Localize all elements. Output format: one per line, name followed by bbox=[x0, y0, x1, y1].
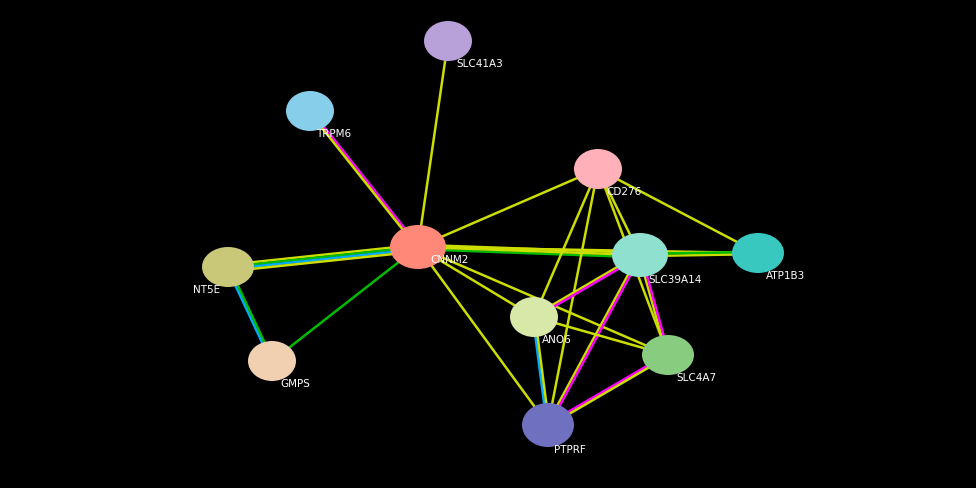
Text: NT5E: NT5E bbox=[193, 285, 220, 294]
Ellipse shape bbox=[248, 341, 296, 381]
Ellipse shape bbox=[612, 234, 668, 278]
Text: PTPRF: PTPRF bbox=[554, 444, 586, 454]
Text: GMPS: GMPS bbox=[280, 378, 309, 388]
Text: CD276: CD276 bbox=[606, 186, 641, 197]
Ellipse shape bbox=[286, 92, 334, 132]
Ellipse shape bbox=[390, 225, 446, 269]
Text: TRPM6: TRPM6 bbox=[316, 129, 351, 139]
Ellipse shape bbox=[574, 150, 622, 190]
Text: ANO6: ANO6 bbox=[542, 334, 572, 345]
Ellipse shape bbox=[510, 297, 558, 337]
Ellipse shape bbox=[522, 403, 574, 447]
Text: SLC41A3: SLC41A3 bbox=[456, 59, 503, 69]
Ellipse shape bbox=[424, 22, 472, 62]
Ellipse shape bbox=[732, 234, 784, 273]
Text: SLC4A7: SLC4A7 bbox=[676, 372, 716, 382]
Text: CNNM2: CNNM2 bbox=[430, 254, 468, 264]
Text: ATP1B3: ATP1B3 bbox=[766, 270, 805, 281]
Ellipse shape bbox=[642, 335, 694, 375]
Text: SLC39A14: SLC39A14 bbox=[648, 274, 702, 285]
Ellipse shape bbox=[202, 247, 254, 287]
